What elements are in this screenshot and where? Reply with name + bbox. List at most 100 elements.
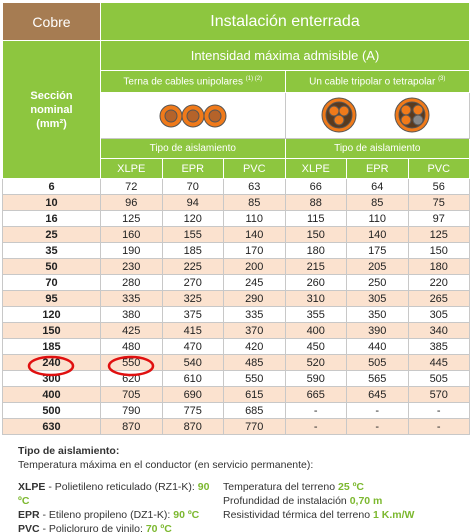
insulation-item: XLPE - Polietileno reticulado (RZ1-K): 9… <box>18 480 223 508</box>
footer-note: Temperatura máxima en el conductor (en s… <box>18 459 314 471</box>
insulation-abbr: PVC <box>18 523 40 532</box>
value-cell: 220 <box>407 274 470 291</box>
section-cell: 630 <box>2 418 101 435</box>
insulation-desc: - Polietileno reticulado (RZ1-K): <box>48 481 195 493</box>
insulation-abbr: EPR <box>18 509 40 521</box>
corner-cell: Cobre <box>2 2 101 41</box>
section-label: Sección nominal (mm²) <box>2 40 101 179</box>
insulation-desc: - Policloruro de vinilo: <box>42 523 143 532</box>
value-cell: 470 <box>161 338 224 355</box>
value-cell: 520 <box>284 354 347 371</box>
value-cell: 870 <box>100 418 163 435</box>
value-cell: 615 <box>223 386 286 403</box>
section-cell: 16 <box>2 210 101 227</box>
section-cell: 400 <box>2 386 101 403</box>
section-cell: 6 <box>2 178 101 195</box>
condition-label: Resistividad térmica del terreno <box>223 509 371 521</box>
value-cell: 415 <box>161 322 224 339</box>
group-note: (1) (2) <box>245 75 263 82</box>
value-cell: - <box>284 402 347 419</box>
condition-item: Resistividad térmica del terreno 1 K.m/W <box>223 508 463 522</box>
value-cell: 440 <box>346 338 409 355</box>
section-cell: 300 <box>2 370 101 387</box>
value-cell: 350 <box>346 306 409 323</box>
table-row: 35 190 185 170 180 175 150 <box>2 242 470 259</box>
single-core-icon <box>159 104 227 128</box>
condition-item: Profundidad de instalación 0,70 m <box>223 494 463 508</box>
condition-label: Temperatura del terreno <box>223 481 336 493</box>
table-row: 630 870 870 770- - - <box>2 418 470 435</box>
highlight-circle <box>107 355 155 377</box>
section-cell: 35 <box>2 242 101 259</box>
value-cell: 690 <box>161 386 224 403</box>
conditions-list: Temperatura del terreno 25 ºC Profundidad… <box>223 480 463 532</box>
section-cell: 150 <box>2 322 101 339</box>
table-row: 500 790 775 685- - - <box>2 402 470 419</box>
value-cell: 180 <box>407 258 470 275</box>
highlight-circle <box>27 355 75 377</box>
value-cell: 335 <box>100 290 163 307</box>
group-note: (3) <box>438 75 446 82</box>
value-cell: 63 <box>223 178 286 195</box>
section-cell: 50 <box>2 258 101 275</box>
insulation-list: XLPE - Polietileno reticulado (RZ1-K): 9… <box>18 480 223 532</box>
value-cell: 56 <box>407 178 470 195</box>
value-cell: 565 <box>346 370 409 387</box>
value-cell: 180 <box>284 242 347 259</box>
section-cell: 185 <box>2 338 101 355</box>
value-cell: 645 <box>346 386 409 403</box>
value-cell: 94 <box>161 194 224 211</box>
value-cell: - <box>284 418 347 435</box>
value-cell: 485 <box>223 354 286 371</box>
value-cell: 115 <box>284 210 347 227</box>
value-cell: 400 <box>284 322 347 339</box>
value-cell: 290 <box>223 290 286 307</box>
table-subtitle: Intensidad máxima admisible (A) <box>100 40 470 71</box>
table-row: 10 96 94 85 88 85 75 <box>2 194 470 211</box>
condition-item: Temperatura del terreno 25 ºC <box>223 480 463 494</box>
table-title: Instalación enterrada <box>100 2 470 41</box>
value-cell: 245 <box>223 274 286 291</box>
value-cell: 665 <box>284 386 347 403</box>
condition-value: 25 ºC <box>337 481 364 493</box>
condition-value: 0,70 m <box>349 495 383 507</box>
value-cell: 870 <box>161 418 224 435</box>
condition-label: Profundidad de instalación <box>223 495 347 507</box>
cable-icons <box>284 92 470 139</box>
table-row: 50 230 225 200 215 205 180 <box>2 258 470 275</box>
value-cell: 150 <box>407 242 470 259</box>
insulation-desc: - Etileno propileno (DZ1-K): <box>42 509 171 521</box>
insulation-label: Tipo de aislamiento <box>100 138 286 159</box>
value-cell: 685 <box>223 402 286 419</box>
value-cell: 205 <box>346 258 409 275</box>
value-cell: 335 <box>223 306 286 323</box>
value-cell: 140 <box>346 226 409 243</box>
value-cell: 390 <box>346 322 409 339</box>
group-label: Un cable tripolar o tetrapolar (3) <box>284 70 470 93</box>
column-header: EPR <box>346 158 409 179</box>
value-cell: 200 <box>223 258 286 275</box>
value-cell: 120 <box>161 210 224 227</box>
table-row: 185 480 470 420 450 440 385 <box>2 338 470 355</box>
insulation-temp: 70 ºC <box>145 523 172 532</box>
insulation-temp: 90 ºC <box>18 481 210 507</box>
value-cell: - <box>346 402 409 419</box>
value-cell: 540 <box>161 354 224 371</box>
value-cell: 64 <box>346 178 409 195</box>
value-cell: 215 <box>284 258 347 275</box>
table-row: 16 125 120 110 115 110 97 <box>2 210 470 227</box>
value-cell: 110 <box>346 210 409 227</box>
cable-icons <box>100 92 286 139</box>
value-cell: 480 <box>100 338 163 355</box>
insulation-abbr: XLPE <box>18 481 46 493</box>
insulation-item: EPR - Etileno propileno (DZ1-K): 90 ºC <box>18 508 223 522</box>
footer-details: XLPE - Polietileno reticulado (RZ1-K): 9… <box>18 480 468 532</box>
column-header: XLPE <box>100 158 163 179</box>
condition-value: 1 K.m/W <box>372 509 415 521</box>
value-cell: 190 <box>100 242 163 259</box>
value-cell: 270 <box>161 274 224 291</box>
section-cell: 10 <box>2 194 101 211</box>
insulation-item: PVC - Policloruro de vinilo: 70 ºC <box>18 522 223 532</box>
